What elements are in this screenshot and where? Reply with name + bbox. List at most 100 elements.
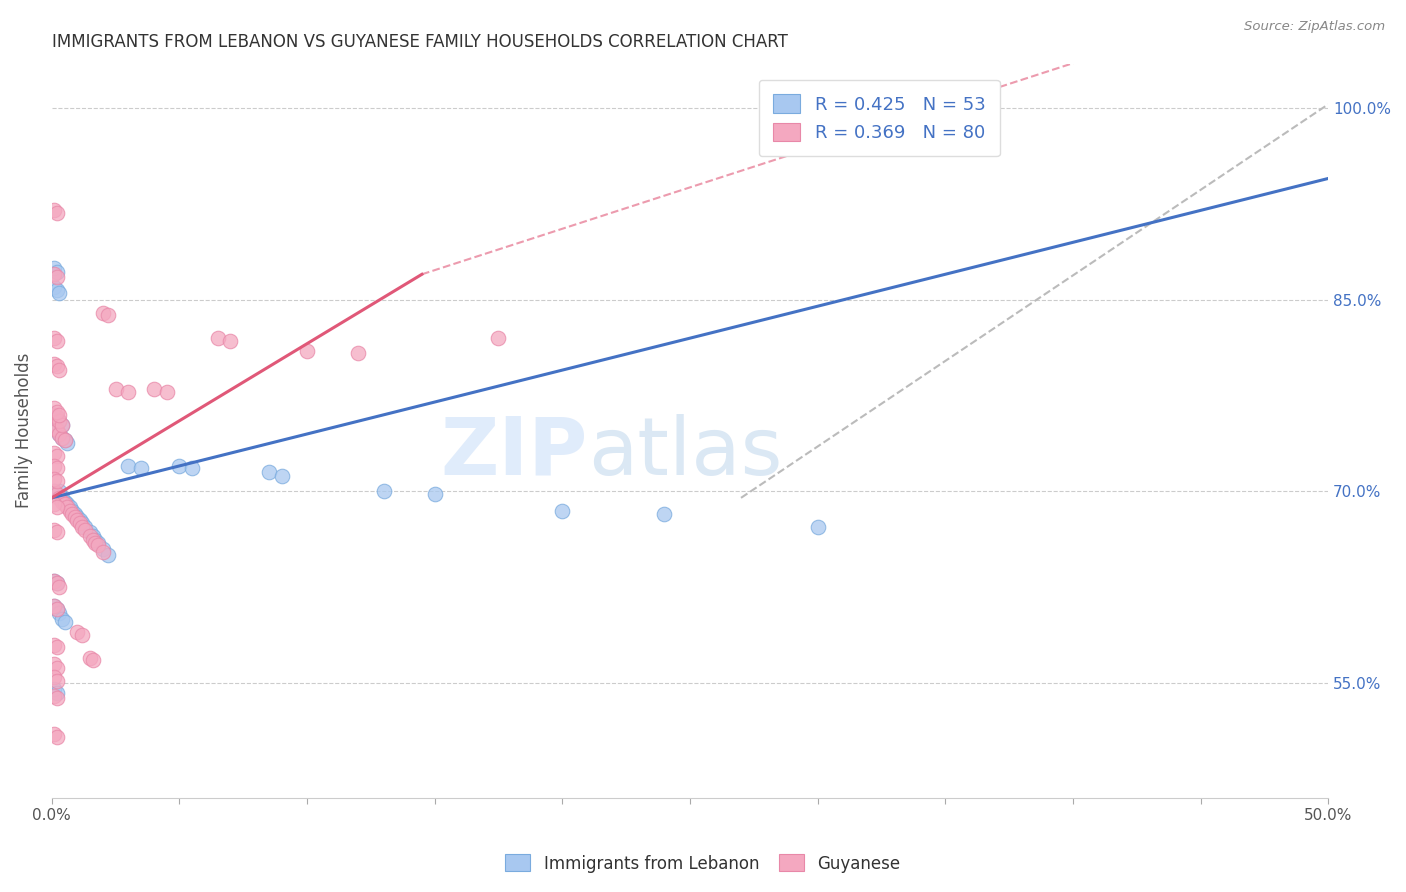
- Point: [44, 420, 66, 434]
- Point: [44, 574, 66, 588]
- Point: [104, 382, 127, 396]
- Point: [84, 533, 107, 547]
- Point: [44, 599, 66, 614]
- Point: [48, 363, 70, 377]
- Point: [82, 533, 104, 547]
- Point: [51, 417, 73, 432]
- Point: [44, 203, 66, 218]
- Point: [51, 431, 73, 445]
- Legend: Immigrants from Lebanon, Guyanese: Immigrants from Lebanon, Guyanese: [499, 847, 907, 880]
- Legend: R = 0.425   N = 53, R = 0.369   N = 80: R = 0.425 N = 53, R = 0.369 N = 80: [759, 80, 1000, 156]
- Point: [73, 523, 96, 537]
- Point: [169, 458, 191, 473]
- Point: [45, 602, 67, 616]
- Point: [53, 434, 76, 448]
- Point: [45, 265, 67, 279]
- Point: [44, 638, 66, 652]
- Point: [373, 484, 395, 499]
- Point: [72, 520, 94, 534]
- Point: [44, 446, 66, 460]
- Point: [219, 334, 242, 348]
- Point: [51, 491, 73, 505]
- Point: [45, 475, 67, 489]
- Point: [56, 497, 79, 511]
- Point: [142, 382, 165, 396]
- Point: [60, 503, 83, 517]
- Point: [48, 427, 70, 442]
- Point: [806, 520, 828, 534]
- Point: [48, 491, 70, 505]
- Point: [654, 508, 676, 522]
- Point: [56, 436, 79, 450]
- Text: atlas: atlas: [588, 414, 782, 491]
- Point: [48, 580, 70, 594]
- Point: [45, 661, 67, 675]
- Point: [156, 384, 179, 399]
- Point: [45, 334, 67, 348]
- Point: [45, 206, 67, 220]
- Point: [91, 544, 114, 558]
- Point: [53, 494, 76, 508]
- Point: [44, 599, 66, 614]
- Point: [45, 602, 67, 616]
- Point: [97, 549, 120, 563]
- Point: [45, 500, 67, 514]
- Point: [53, 497, 76, 511]
- Point: [45, 487, 67, 501]
- Point: [45, 525, 67, 540]
- Point: [48, 427, 70, 442]
- Point: [44, 689, 66, 703]
- Point: [44, 260, 66, 275]
- Point: [44, 420, 66, 434]
- Point: [45, 423, 67, 437]
- Point: [48, 286, 70, 301]
- Point: [44, 331, 66, 345]
- Point: [48, 414, 70, 428]
- Point: [79, 650, 101, 665]
- Point: [44, 574, 66, 588]
- Point: [86, 535, 108, 549]
- Point: [488, 331, 510, 345]
- Point: [117, 384, 139, 399]
- Point: [45, 576, 67, 591]
- Point: [66, 512, 89, 526]
- Point: [97, 308, 120, 322]
- Point: [72, 627, 94, 641]
- Point: [79, 525, 101, 540]
- Point: [91, 305, 114, 319]
- Point: [63, 508, 86, 522]
- Point: [69, 512, 91, 526]
- Point: [53, 434, 76, 448]
- Point: [82, 529, 104, 543]
- Point: [207, 331, 229, 345]
- Point: [45, 405, 67, 419]
- Point: [44, 682, 66, 697]
- Point: [45, 283, 67, 297]
- Point: [48, 414, 70, 428]
- Point: [44, 458, 66, 473]
- Point: [53, 615, 76, 629]
- Point: [72, 516, 94, 531]
- Point: [257, 465, 280, 479]
- Point: [44, 280, 66, 294]
- Point: [45, 576, 67, 591]
- Point: [423, 487, 446, 501]
- Point: [45, 410, 67, 425]
- Point: [44, 484, 66, 499]
- Point: [44, 357, 66, 371]
- Point: [44, 268, 66, 282]
- Text: IMMIGRANTS FROM LEBANON VS GUYANESE FAMILY HOUSEHOLDS CORRELATION CHART: IMMIGRANTS FROM LEBANON VS GUYANESE FAMI…: [52, 33, 787, 51]
- Point: [91, 541, 114, 556]
- Point: [51, 494, 73, 508]
- Point: [44, 497, 66, 511]
- Point: [45, 461, 67, 475]
- Point: [44, 408, 66, 422]
- Point: [79, 529, 101, 543]
- Point: [181, 461, 204, 475]
- Point: [84, 535, 107, 549]
- Point: [51, 612, 73, 626]
- Point: [44, 523, 66, 537]
- Point: [69, 516, 91, 531]
- Point: [44, 408, 66, 422]
- Point: [86, 538, 108, 552]
